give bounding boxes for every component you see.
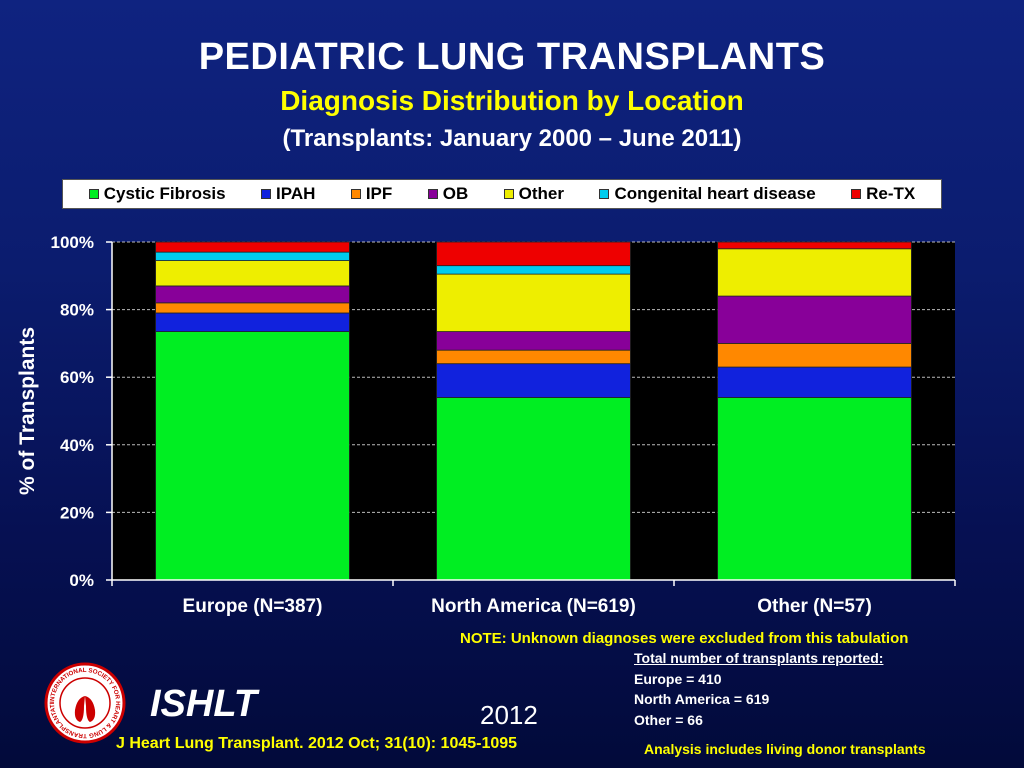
totals-title: Total number of transplants reported: bbox=[634, 650, 884, 666]
legend-label: Cystic Fibrosis bbox=[103, 184, 226, 203]
legend: Cystic Fibrosis IPAH IPF OB Other Congenital … bbox=[62, 179, 942, 209]
totals-line: Other = 66 bbox=[634, 711, 703, 728]
legend-swatch bbox=[261, 189, 272, 199]
totals-line: North America = 619 bbox=[634, 691, 770, 707]
year: 2012 bbox=[480, 700, 538, 730]
bar-segment bbox=[436, 241, 631, 267]
bar-segment bbox=[436, 265, 631, 275]
bar-segment bbox=[717, 342, 912, 368]
legend-label: IPAH bbox=[276, 184, 316, 203]
chart-title: PEDIATRIC LUNG TRANSPLANTS bbox=[198, 36, 826, 78]
bar-segment bbox=[155, 251, 350, 261]
bar-segment bbox=[436, 363, 631, 398]
legend-label: IPF bbox=[365, 184, 393, 203]
legend-label: Other bbox=[518, 184, 564, 203]
y-tick-label: 0% bbox=[69, 571, 94, 590]
bar-segment bbox=[436, 273, 631, 332]
legend-item: Other bbox=[503, 184, 564, 204]
y-tick-label: 20% bbox=[60, 503, 94, 522]
legend-item: Re-TX bbox=[851, 184, 915, 204]
legend-label: OB bbox=[442, 184, 469, 203]
bar-segment bbox=[155, 312, 350, 332]
bar-segment bbox=[155, 241, 350, 253]
legend-item: Congenital heart disease bbox=[599, 184, 816, 204]
bar-segment bbox=[436, 349, 631, 365]
legend-swatch bbox=[503, 189, 514, 199]
bar-segment bbox=[155, 331, 350, 581]
note-text: NOTE: Unknown diagnoses were excluded fr… bbox=[460, 630, 909, 647]
bar-segment bbox=[717, 295, 912, 344]
bar-segment bbox=[717, 241, 912, 250]
ishlt-logo: INTERNATIONAL SOCIETY FOR HEART & LUNG T… bbox=[44, 662, 126, 744]
legend-swatch bbox=[851, 189, 862, 199]
x-tick-label: North America (N=619) bbox=[431, 596, 636, 617]
bar-segment bbox=[155, 302, 350, 314]
legend-item: Cystic Fibrosis bbox=[88, 184, 226, 204]
chart-period: (Transplants: January 2000 – June 2011) bbox=[282, 125, 742, 152]
legend-label: Re-TX bbox=[866, 184, 916, 203]
x-tick-label: Other (N=57) bbox=[757, 596, 872, 617]
bar-segment bbox=[717, 248, 912, 297]
y-axis-label: % of Transplants bbox=[16, 327, 39, 495]
bar-segment bbox=[717, 397, 912, 581]
bar-segment bbox=[436, 331, 631, 351]
org-name: ISHLT bbox=[150, 683, 257, 725]
bar-segment bbox=[155, 260, 350, 287]
totals-box: Total number of transplants reported: Eu… bbox=[634, 648, 883, 730]
legend-swatch bbox=[427, 189, 438, 199]
bar-segment bbox=[436, 397, 631, 581]
y-tick-label: 100% bbox=[51, 233, 94, 252]
legend-label: Congenital heart disease bbox=[614, 184, 816, 203]
chart-subtitle: Diagnosis Distribution by Location bbox=[280, 85, 744, 116]
footnote: Analysis includes living donor transplan… bbox=[644, 741, 926, 757]
x-tick-label: Europe (N=387) bbox=[183, 596, 323, 617]
bar-segment bbox=[155, 285, 350, 304]
bar-segment bbox=[717, 366, 912, 398]
legend-item: IPF bbox=[350, 184, 393, 204]
legend-swatch bbox=[599, 189, 610, 199]
y-tick-label: 40% bbox=[60, 436, 94, 455]
y-tick-label: 60% bbox=[60, 368, 94, 387]
legend-item: OB bbox=[427, 184, 469, 204]
y-tick-label: 80% bbox=[60, 301, 94, 320]
citation: J Heart Lung Transplant. 2012 Oct; 31(10… bbox=[116, 735, 518, 752]
legend-swatch bbox=[350, 189, 361, 199]
legend-swatch bbox=[88, 189, 99, 199]
totals-line: Europe = 410 bbox=[634, 670, 722, 687]
legend-item: IPAH bbox=[261, 184, 315, 204]
